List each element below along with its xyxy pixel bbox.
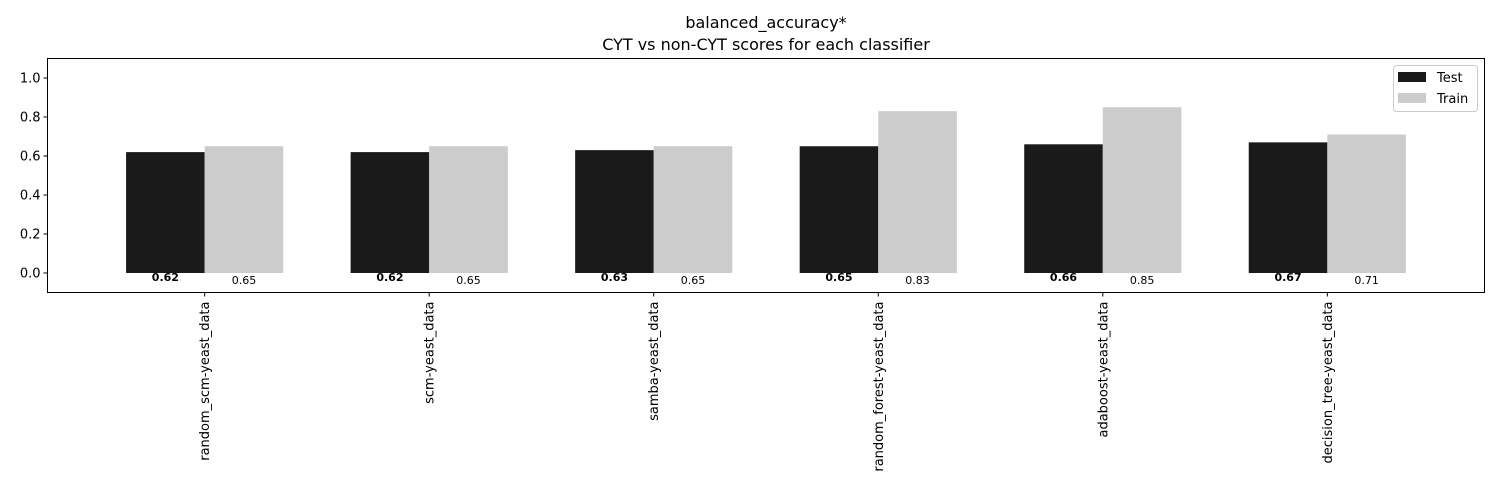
bar-train-0 xyxy=(204,146,284,273)
x-tick-label-4: adaboost-yeast_data xyxy=(1096,302,1111,438)
bar-train-2 xyxy=(653,146,733,273)
x-tick-label-1: scm-yeast_data xyxy=(423,302,438,404)
bar-test-1 xyxy=(350,152,430,273)
bar-test-2 xyxy=(575,150,654,273)
bar-test-0 xyxy=(126,152,205,273)
legend-swatch-train xyxy=(1398,93,1426,103)
data-label-test-2: 0.63 xyxy=(601,271,628,284)
y-tick-label-3: 0.6 xyxy=(20,150,41,165)
data-label-train-4: 0.85 xyxy=(1130,274,1155,287)
data-label-test-4: 0.66 xyxy=(1050,271,1077,284)
data-label-test-0: 0.62 xyxy=(152,271,179,284)
chart-subtitle: CYT vs non-CYT scores for each classifie… xyxy=(602,35,930,54)
legend: Test Train xyxy=(1393,65,1478,112)
legend-label-train: Train xyxy=(1436,92,1468,107)
bar-test-3 xyxy=(799,146,879,273)
data-label-test-5: 0.67 xyxy=(1274,271,1301,284)
x-axis: random_scm-yeast_data scm-yeast_data samba… xyxy=(198,292,1336,472)
y-axis: 0.0 0.2 0.4 0.6 0.8 1.0 xyxy=(20,72,48,282)
y-tick-label-5: 1.0 xyxy=(20,72,41,87)
x-tick-label-5: decision_tree-yeast_data xyxy=(1321,302,1336,464)
bar-test-5 xyxy=(1248,142,1328,273)
legend-swatch-test xyxy=(1398,72,1426,82)
data-label-test-1: 0.62 xyxy=(376,271,403,284)
bar-train-5 xyxy=(1327,134,1406,273)
plot-frame xyxy=(47,58,1485,293)
y-tick-label-1: 0.2 xyxy=(20,228,41,243)
x-tick-label-3: random_forest-yeast_data xyxy=(872,302,887,472)
y-tick-label-2: 0.4 xyxy=(20,189,41,204)
chart-title: balanced_accuracy* xyxy=(685,13,846,33)
x-tick-label-0: random_scm-yeast_data xyxy=(198,302,213,461)
bar-labels-layer: 0.62 0.65 0.62 0.65 0.63 0.65 0.65 0.83 0.66 0.85… xyxy=(152,271,1379,287)
y-tick-label-4: 0.8 xyxy=(20,111,41,126)
bars-layer xyxy=(126,107,1406,274)
bar-train-3 xyxy=(878,111,957,274)
data-label-train-2: 0.65 xyxy=(681,274,706,287)
y-tick-label-0: 0.0 xyxy=(20,267,41,282)
data-label-test-3: 0.65 xyxy=(825,271,852,284)
x-tick-label-2: samba-yeast_data xyxy=(647,302,662,421)
data-label-train-5: 0.71 xyxy=(1354,274,1379,287)
data-label-train-1: 0.65 xyxy=(456,274,481,287)
bar-test-4 xyxy=(1024,144,1103,273)
data-label-train-3: 0.83 xyxy=(905,274,930,287)
bar-train-4 xyxy=(1102,107,1182,273)
bar-train-1 xyxy=(429,146,508,273)
data-label-train-0: 0.65 xyxy=(232,274,257,287)
legend-label-test: Test xyxy=(1436,71,1463,86)
